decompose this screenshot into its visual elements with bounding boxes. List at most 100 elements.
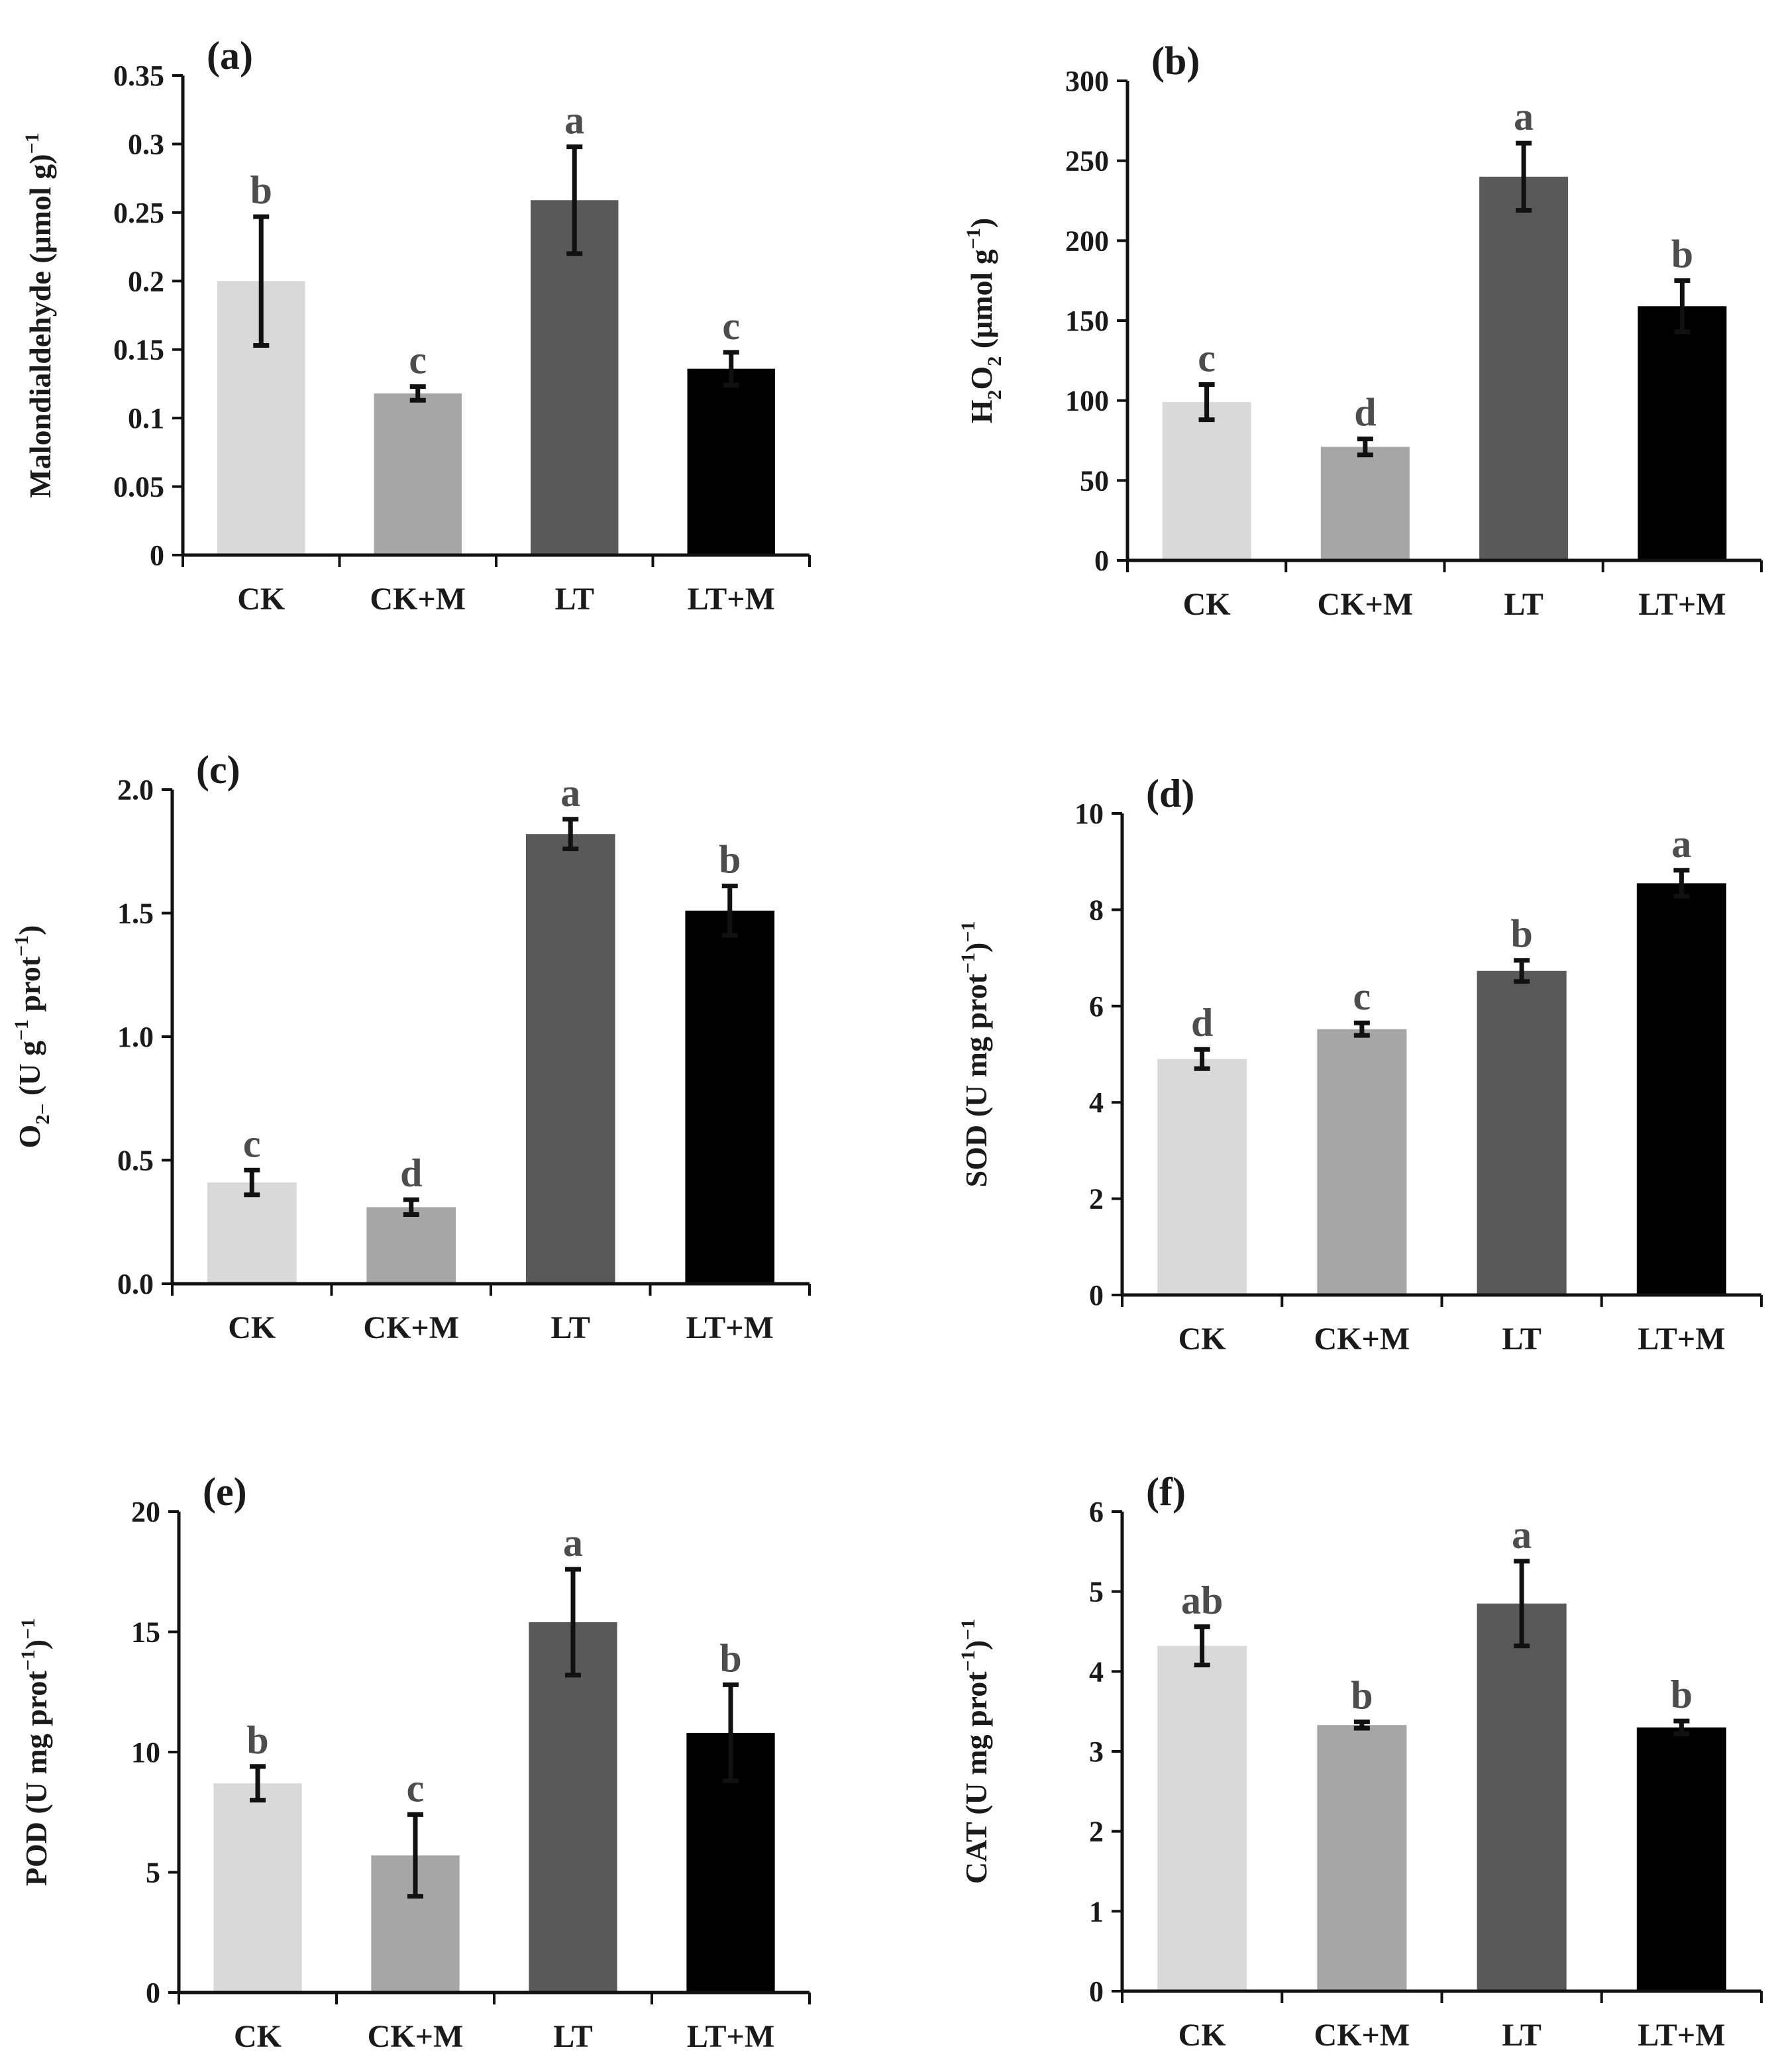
significance-letter: b (1671, 233, 1693, 276)
error-bar (250, 1764, 266, 1803)
significance-letter: b (719, 1636, 741, 1680)
error-bar (1514, 1559, 1530, 1649)
error-bar (562, 817, 579, 852)
significance-letter: c (1353, 974, 1371, 1018)
y-axis-label: H2O2 (μmol g−1) (963, 218, 1006, 424)
y-tick-label: 3 (1089, 1735, 1104, 1768)
y-tick-label: 100 (1065, 385, 1109, 417)
significance-letter: d (1354, 391, 1376, 435)
x-tick-label: LT (1502, 1321, 1541, 1357)
y-tick-label: 15 (131, 1616, 160, 1649)
panel-label: (d) (1146, 772, 1194, 815)
significance-letter: a (1514, 95, 1534, 138)
chart-panel-b: c CK d CK+M a LT b LT+M 0 50 100 150 200 250 300 (b) H2O… (963, 39, 1763, 622)
bar-lt (1479, 176, 1569, 560)
panel-label: (b) (1151, 39, 1200, 83)
bar-ck (1157, 1645, 1247, 1991)
x-tick-label: CK (228, 1310, 276, 1345)
bar-ck (1162, 402, 1251, 560)
bar-lt-plus-m (1638, 306, 1727, 560)
panel-label: (a) (207, 34, 253, 78)
significance-letter: b (1510, 912, 1532, 956)
error-bar (566, 144, 583, 256)
y-tick-label: 0.35 (113, 60, 164, 92)
x-tick-label: LT (1504, 587, 1543, 622)
bar-lt-plus-m (1636, 883, 1726, 1295)
y-tick-label: 4 (1089, 1086, 1104, 1119)
panel-label: (f) (1146, 1470, 1186, 1514)
y-tick-label: 2 (1089, 1816, 1104, 1848)
bar-ck-plus-m (1317, 1725, 1407, 1991)
chart-panel-a: b CK c CK+M a LT c LT+M 0 0.05 0.1 0.15 0.2 0.25 0.3 0.… (21, 34, 811, 617)
y-tick-label: 2.0 (117, 774, 154, 806)
y-tick-label: 0.0 (117, 1268, 154, 1300)
error-bar (1516, 140, 1532, 213)
error-bar (721, 883, 738, 938)
error-bar (1673, 1718, 1690, 1736)
y-tick-label: 1.0 (117, 1021, 154, 1053)
x-tick-label: LT (554, 582, 594, 617)
y-tick-label: 250 (1065, 145, 1109, 178)
bar-lt (531, 200, 619, 555)
significance-letter: a (560, 771, 580, 815)
bar-lt-plus-m (1636, 1727, 1726, 1991)
x-tick-label: LT+M (1638, 2018, 1725, 2053)
significance-letter: b (250, 168, 272, 212)
bar-lt (529, 1622, 617, 1993)
y-tick-label: 0.05 (113, 471, 164, 503)
y-axis-label: SOD (U mg prot−1)−1 (957, 921, 993, 1188)
error-bar (1514, 958, 1530, 984)
y-tick-label: 0.25 (113, 197, 164, 229)
significance-letter: a (564, 99, 584, 142)
significance-letter: b (719, 837, 741, 881)
chart-panel-d: d CK c CK+M b LT a LT+M 0 2 4 6 8 10 (d) SOD (U mg prot… (957, 772, 1763, 1357)
panel-label: (c) (196, 748, 240, 792)
x-tick-label: CK+M (363, 1310, 459, 1345)
y-tick-label: 0 (1089, 1975, 1104, 2008)
y-tick-label: 0 (146, 1977, 160, 2009)
error-bar (1353, 1020, 1370, 1038)
bar-lt-plus-m (687, 368, 775, 555)
x-tick-label: LT+M (1638, 587, 1726, 622)
y-axis-label: Malondialdehyde (μmol g)−1 (21, 132, 57, 497)
x-tick-label: CK (1178, 2018, 1226, 2053)
significance-letter: ab (1181, 1579, 1223, 1622)
error-bar (565, 1567, 581, 1678)
y-tick-label: 200 (1065, 225, 1109, 257)
y-tick-label: 6 (1089, 1496, 1104, 1528)
y-tick-label: 300 (1065, 65, 1109, 97)
bar-lt (525, 834, 615, 1284)
y-axis-label: O2− (U g−1 prot−1) (11, 925, 54, 1149)
x-tick-label: LT (550, 1310, 590, 1345)
error-bar (1194, 1047, 1210, 1071)
x-tick-label: CK (1178, 1321, 1226, 1357)
significance-letter: b (1671, 1673, 1693, 1716)
y-tick-label: 5 (1089, 1576, 1104, 1608)
error-bar (1674, 278, 1691, 335)
x-tick-label: CK (234, 2019, 282, 2054)
x-tick-label: CK+M (368, 2019, 464, 2054)
error-bar (723, 350, 739, 388)
y-tick-label: 0 (1094, 544, 1109, 577)
y-tick-label: 6 (1089, 990, 1104, 1023)
x-tick-label: LT+M (1638, 1321, 1725, 1357)
significance-letter: b (1351, 1673, 1373, 1717)
error-bar (253, 214, 270, 348)
chart-panel-c: c CK d CK+M a LT b LT+M 0.0 0.5 1.0 1.5 2.0 (c) O2− (U… (11, 748, 811, 1345)
y-axis-label: POD (U mg prot−1)−1 (17, 1618, 53, 1887)
bar-ck-plus-m (366, 1207, 456, 1284)
x-tick-label: CK+M (1314, 2018, 1410, 2053)
error-bar (1357, 437, 1373, 458)
panel-label: (e) (203, 1470, 247, 1514)
x-tick-label: LT (553, 2019, 593, 2054)
bar-lt-plus-m (685, 910, 775, 1284)
x-tick-label: LT+M (687, 2019, 774, 2054)
y-tick-label: 10 (1074, 798, 1104, 830)
chart-panel-e: b CK c CK+M a LT b LT+M 0 5 10 15 20 (e) POD (U mg pro… (17, 1470, 811, 2054)
bar-ck-plus-m (1317, 1029, 1407, 1295)
error-bar (403, 1197, 419, 1217)
error-bar (1353, 1719, 1370, 1731)
error-bar (244, 1167, 260, 1198)
x-tick-label: CK+M (370, 582, 466, 617)
